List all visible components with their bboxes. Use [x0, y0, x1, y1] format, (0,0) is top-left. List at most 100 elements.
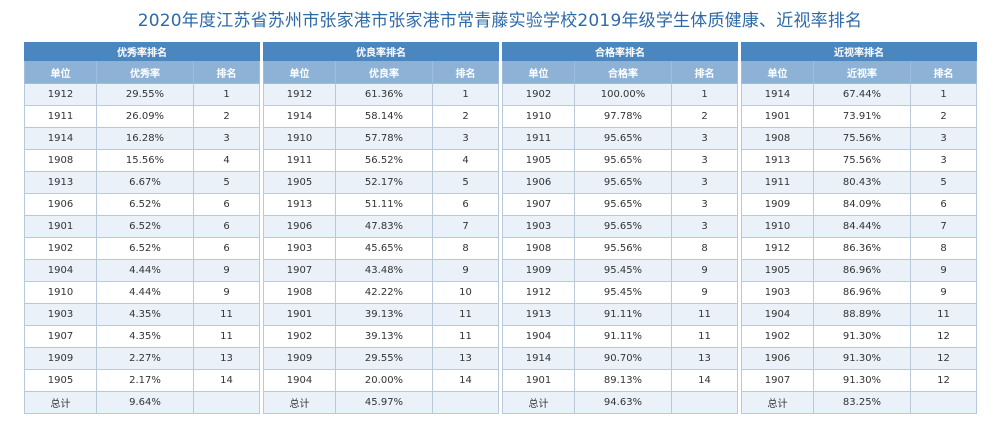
cell-rank: 6: [432, 193, 499, 216]
cell-unit: 1907: [502, 193, 575, 216]
cell-rate: 45.65%: [335, 237, 433, 260]
cell-rank: 1: [671, 83, 738, 106]
cell-unit: 1903: [24, 303, 97, 326]
cell-unit: 1913: [263, 193, 336, 216]
table-row: 1908 42.22% 10: [263, 281, 499, 304]
column-header-rank: 排名: [193, 60, 260, 84]
ranking-tables: 优秀率排名 单位 优秀率 排名 1912 29.55% 1 1911 26.09% 2 19…: [24, 42, 977, 414]
cell-rank: 8: [671, 237, 738, 260]
cell-rank: [671, 391, 738, 414]
cell-unit: 1906: [741, 347, 814, 370]
cell-rank: 7: [432, 215, 499, 238]
column-header-unit: 单位: [502, 60, 575, 84]
table-row: 1913 51.11% 6: [263, 193, 499, 216]
column-header-unit: 单位: [263, 60, 336, 84]
cell-rate: 56.52%: [335, 149, 433, 172]
cell-rate: 43.48%: [335, 259, 433, 282]
table-row: 1905 2.17% 14: [24, 369, 260, 392]
cell-unit: 1905: [741, 259, 814, 282]
cell-unit: 1910: [24, 281, 97, 304]
cell-unit: 1905: [502, 149, 575, 172]
cell-rate: 91.11%: [574, 303, 672, 326]
cell-unit: 1904: [741, 303, 814, 326]
table-row: 1914 58.14% 2: [263, 105, 499, 128]
table-row: 1906 95.65% 3: [502, 171, 738, 194]
table-row: 1909 2.27% 13: [24, 347, 260, 370]
cell-rank: 3: [671, 215, 738, 238]
cell-rank: 4: [432, 149, 499, 172]
cell-rate: 26.09%: [96, 105, 194, 128]
cell-rank: 13: [193, 347, 260, 370]
cell-rate: 9.64%: [96, 391, 194, 414]
cell-rate: 6.52%: [96, 193, 194, 216]
cell-rank: 11: [193, 325, 260, 348]
column-header-rate: 优秀率: [96, 60, 194, 84]
cell-rate: 29.55%: [96, 83, 194, 106]
cell-rank: 14: [432, 369, 499, 392]
page-title: 2020年度江苏省苏州市张家港市张家港市常青藤实验学校2019年级学生体质健康、…: [137, 11, 863, 31]
table-row: 1911 26.09% 2: [24, 105, 260, 128]
cell-rank: 11: [910, 303, 977, 326]
cell-rank: 3: [910, 127, 977, 150]
cell-rate: 84.09%: [813, 193, 911, 216]
cell-unit: 1907: [741, 369, 814, 392]
cell-unit: 总计: [24, 391, 97, 414]
cell-rate: 86.96%: [813, 281, 911, 304]
table-row: 1903 86.96% 9: [741, 281, 977, 304]
cell-rate: 2.27%: [96, 347, 194, 370]
cell-unit: 1914: [263, 105, 336, 128]
cell-unit: 1913: [24, 171, 97, 194]
table-row: 1913 91.11% 11: [502, 303, 738, 326]
table-row: 1905 95.65% 3: [502, 149, 738, 172]
cell-unit: 1914: [741, 83, 814, 106]
cell-unit: 1914: [24, 127, 97, 150]
table-row: 1911 95.65% 3: [502, 127, 738, 150]
cell-unit: 总计: [263, 391, 336, 414]
column-header-unit: 单位: [24, 60, 97, 84]
cell-unit: 1905: [263, 171, 336, 194]
column-header-rank: 排名: [432, 60, 499, 84]
cell-unit: 1901: [741, 105, 814, 128]
cell-unit: 1904: [24, 259, 97, 282]
cell-unit: 1907: [263, 259, 336, 282]
table-row: 1904 91.11% 11: [502, 325, 738, 348]
cell-rank: 13: [671, 347, 738, 370]
table-row: 1908 95.56% 8: [502, 237, 738, 260]
cell-rate: 75.56%: [813, 127, 911, 150]
table-row: 1904 4.44% 9: [24, 259, 260, 282]
cell-rate: 83.25%: [813, 391, 911, 414]
cell-rate: 95.45%: [574, 259, 672, 282]
cell-rate: 95.65%: [574, 127, 672, 150]
table-row: 1901 39.13% 11: [263, 303, 499, 326]
cell-rank: 9: [671, 259, 738, 282]
cell-unit: 1908: [263, 281, 336, 304]
cell-rank: 3: [671, 193, 738, 216]
cell-rank: 3: [671, 127, 738, 150]
cell-rate: 51.11%: [335, 193, 433, 216]
cell-rank: 9: [910, 281, 977, 304]
table-row: 1906 91.30% 12: [741, 347, 977, 370]
cell-rank: 9: [193, 259, 260, 282]
table-row: 1911 80.43% 5: [741, 171, 977, 194]
table-row: 1910 4.44% 9: [24, 281, 260, 304]
cell-rank: 14: [671, 369, 738, 392]
table-row: 1912 95.45% 9: [502, 281, 738, 304]
cell-unit: 1902: [263, 325, 336, 348]
cell-unit: 1904: [263, 369, 336, 392]
cell-rank: 6: [910, 193, 977, 216]
cell-rate: 91.11%: [574, 325, 672, 348]
cell-rate: 95.56%: [574, 237, 672, 260]
table-row: 1914 67.44% 1: [741, 83, 977, 106]
cell-rate: 47.83%: [335, 215, 433, 238]
cell-rank: 1: [193, 83, 260, 106]
column-header-rate: 合格率: [574, 60, 672, 84]
table-title: 近视率排名: [741, 42, 977, 61]
table-row: 1908 15.56% 4: [24, 149, 260, 172]
table-row: 1901 73.91% 2: [741, 105, 977, 128]
table-row: 1914 16.28% 3: [24, 127, 260, 150]
cell-rank: 6: [193, 193, 260, 216]
cell-rate: 57.78%: [335, 127, 433, 150]
cell-rank: 5: [432, 171, 499, 194]
table-row: 1912 86.36% 8: [741, 237, 977, 260]
table-row: 1911 56.52% 4: [263, 149, 499, 172]
